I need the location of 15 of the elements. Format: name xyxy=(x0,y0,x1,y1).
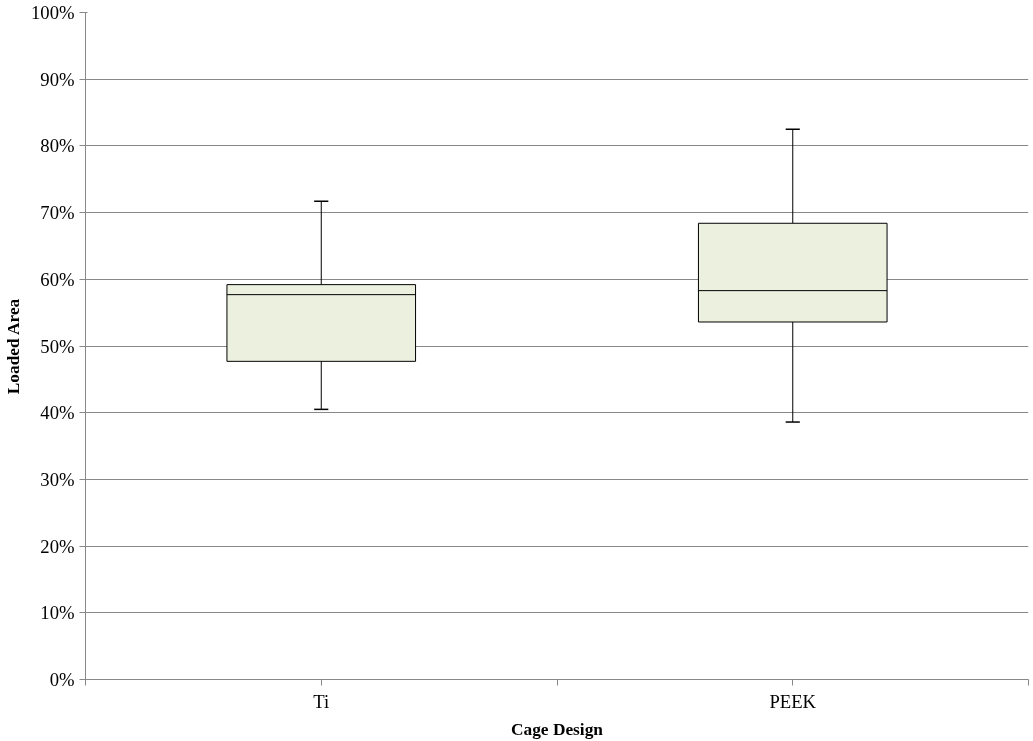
y-tick-label: 100% xyxy=(30,2,75,23)
y-tick-label: 40% xyxy=(40,402,75,424)
x-axis-title: Cage Design xyxy=(511,719,604,739)
y-tick-label: 10% xyxy=(40,602,75,624)
y-tick-label: 50% xyxy=(40,335,75,357)
y-tick-label: 60% xyxy=(40,268,75,290)
x-tick-label: PEEK xyxy=(769,690,817,712)
x-tick-label: Ti xyxy=(313,690,330,712)
y-tick-label: 20% xyxy=(40,535,75,557)
y-tick-label: 80% xyxy=(40,135,75,157)
y-tick-label: 70% xyxy=(40,202,75,224)
y-tick-label: 30% xyxy=(40,468,75,490)
y-tick-label: 90% xyxy=(40,68,75,90)
y-tick-label: 0% xyxy=(49,669,75,690)
y-axis-title: Loaded Area xyxy=(3,298,23,395)
